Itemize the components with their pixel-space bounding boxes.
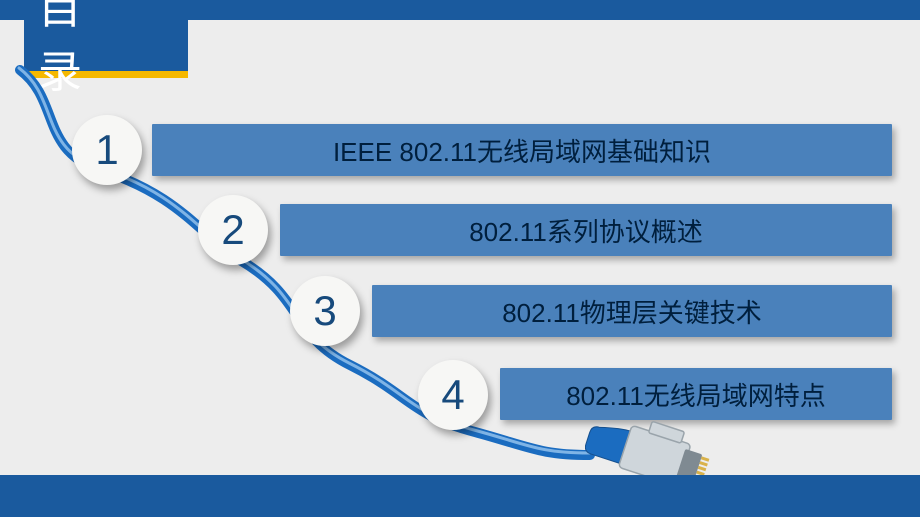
toc-item-bar-2: 802.11系列协议概述 <box>280 204 892 256</box>
toc-item-bar-4: 802.11无线局域网特点 <box>500 368 892 420</box>
toc-number-text: 2 <box>221 206 244 254</box>
page-title-text: 目 录 <box>38 0 188 100</box>
toc-number-3: 3 <box>290 276 360 346</box>
toc-number-text: 4 <box>441 371 464 419</box>
toc-item-bar-1: IEEE 802.11无线局域网基础知识 <box>152 124 892 176</box>
toc-item-label: 802.11无线局域网特点 <box>566 376 826 413</box>
page-title: 目 录 <box>24 0 188 78</box>
toc-number-4: 4 <box>418 360 488 430</box>
bottom-bar <box>0 475 920 517</box>
toc-number-text: 3 <box>313 287 336 335</box>
toc-item-label: IEEE 802.11无线局域网基础知识 <box>333 132 711 169</box>
toc-item-bar-3: 802.11物理层关键技术 <box>372 285 892 337</box>
toc-number-text: 1 <box>95 126 118 174</box>
toc-number-1: 1 <box>72 115 142 185</box>
toc-number-2: 2 <box>198 195 268 265</box>
toc-item-label: 802.11物理层关键技术 <box>502 293 762 330</box>
toc-item-label: 802.11系列协议概述 <box>469 212 703 249</box>
